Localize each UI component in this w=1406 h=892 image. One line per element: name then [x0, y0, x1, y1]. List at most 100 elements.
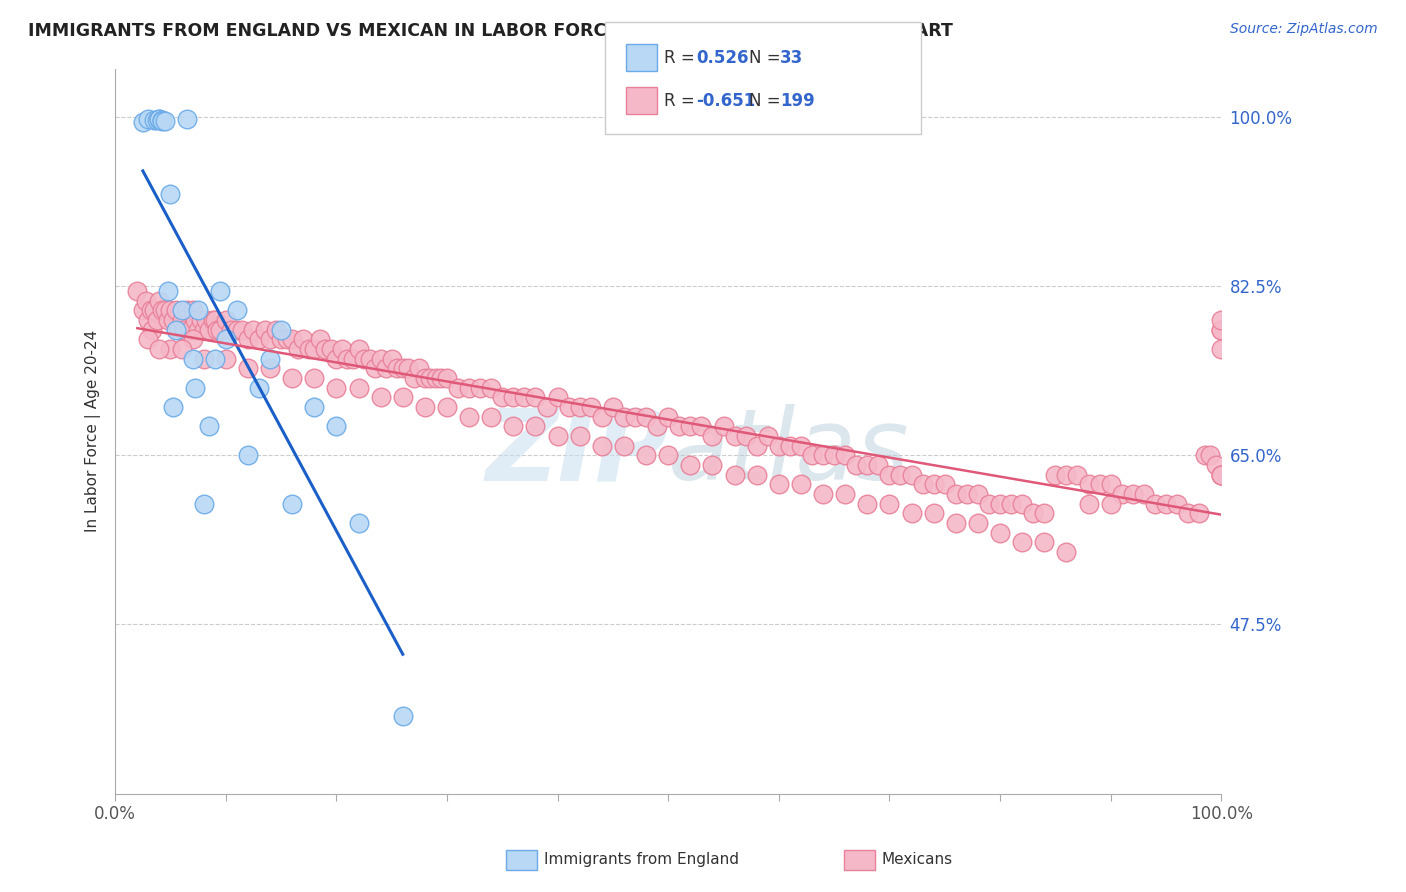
Point — [157, 313, 180, 327]
Point — [801, 448, 824, 462]
Point — [1099, 497, 1122, 511]
Point — [502, 419, 524, 434]
Point — [347, 342, 370, 356]
Point — [436, 400, 458, 414]
Point — [1054, 467, 1077, 482]
Point — [1033, 506, 1056, 520]
Point — [1166, 497, 1188, 511]
Point — [868, 458, 890, 472]
Y-axis label: In Labor Force | Age 20-24: In Labor Force | Age 20-24 — [86, 330, 101, 533]
Point — [387, 361, 409, 376]
Point — [1188, 506, 1211, 520]
Point — [1066, 467, 1088, 482]
Point — [547, 429, 569, 443]
Point — [391, 709, 413, 723]
Point — [276, 332, 298, 346]
Point — [790, 439, 813, 453]
Text: R =: R = — [664, 92, 700, 110]
Point — [181, 351, 204, 366]
Point — [153, 303, 176, 318]
Text: Immigrants from England: Immigrants from England — [544, 853, 740, 867]
Point — [413, 371, 436, 385]
Point — [668, 419, 690, 434]
Point — [922, 506, 945, 520]
Text: Mexicans: Mexicans — [882, 853, 953, 867]
Point — [845, 458, 868, 472]
Point — [1211, 322, 1233, 336]
Text: 33: 33 — [780, 48, 804, 67]
Point — [436, 371, 458, 385]
Point — [127, 284, 149, 298]
Text: atlas: atlas — [668, 404, 910, 501]
Point — [945, 516, 967, 530]
Point — [259, 332, 281, 346]
Point — [204, 313, 226, 327]
Point — [745, 467, 768, 482]
Point — [1054, 545, 1077, 559]
Point — [723, 467, 745, 482]
Point — [347, 516, 370, 530]
Point — [201, 313, 224, 327]
Point — [768, 439, 790, 453]
Point — [430, 371, 453, 385]
Point — [270, 332, 292, 346]
Point — [148, 342, 170, 356]
Point — [988, 525, 1011, 540]
Text: N =: N = — [749, 92, 786, 110]
Point — [702, 458, 724, 472]
Point — [146, 112, 169, 127]
Point — [153, 113, 176, 128]
Point — [304, 371, 326, 385]
Point — [225, 303, 247, 318]
Point — [281, 332, 304, 346]
Point — [657, 448, 679, 462]
Point — [402, 371, 425, 385]
Point — [823, 448, 845, 462]
Point — [170, 342, 193, 356]
Point — [1211, 322, 1233, 336]
Point — [165, 303, 187, 318]
Point — [479, 409, 502, 424]
Point — [194, 313, 217, 327]
Point — [375, 361, 398, 376]
Text: N =: N = — [749, 48, 786, 67]
Point — [856, 458, 879, 472]
Point — [1199, 448, 1222, 462]
Point — [270, 322, 292, 336]
Point — [1045, 467, 1067, 482]
Point — [187, 303, 209, 318]
Point — [135, 293, 157, 308]
Point — [259, 351, 281, 366]
Point — [364, 361, 387, 376]
Point — [150, 113, 173, 128]
Point — [298, 342, 321, 356]
Point — [491, 390, 513, 404]
Point — [768, 477, 790, 491]
Point — [879, 467, 901, 482]
Point — [502, 390, 524, 404]
Point — [513, 390, 536, 404]
Point — [1154, 497, 1177, 511]
Point — [1211, 342, 1233, 356]
Point — [308, 332, 330, 346]
Point — [150, 303, 173, 318]
Point — [162, 400, 184, 414]
Point — [547, 390, 569, 404]
Point — [231, 322, 253, 336]
Point — [702, 429, 724, 443]
Point — [215, 332, 238, 346]
Text: 199: 199 — [780, 92, 815, 110]
Point — [734, 429, 756, 443]
Point — [159, 187, 181, 202]
Point — [148, 112, 170, 126]
Point — [879, 497, 901, 511]
Point — [142, 112, 165, 127]
Point — [150, 112, 173, 127]
Point — [330, 342, 353, 356]
Point — [146, 313, 169, 327]
Point — [613, 439, 636, 453]
Point — [1088, 477, 1111, 491]
Point — [1000, 497, 1022, 511]
Point — [236, 361, 259, 376]
Point — [353, 351, 375, 366]
